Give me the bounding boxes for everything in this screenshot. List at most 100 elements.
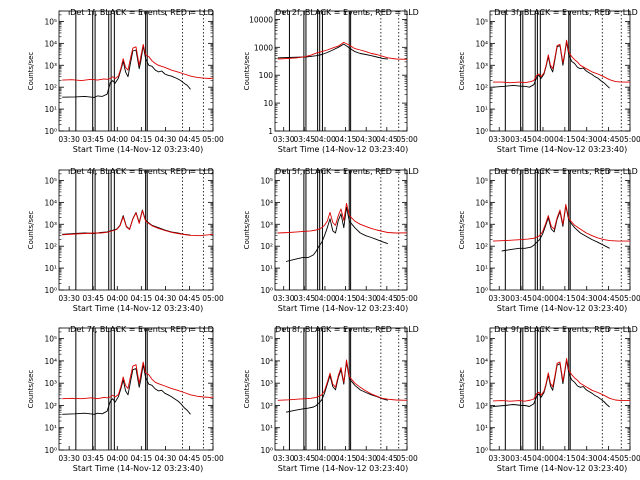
x-tick-label: 03:30 <box>58 454 80 463</box>
x-tick-label: 04:15 <box>335 135 357 144</box>
y-tick-label: 10⁵ <box>44 17 57 26</box>
y-tick-label: 10⁴ <box>44 39 57 48</box>
panel-det-6: 03:30 03:45 04:00 04:15 04:30 04:45 05:00 10⁰ 10… <box>458 167 640 313</box>
y-tick-label: 10⁵ <box>475 176 488 185</box>
plot-frame <box>58 327 214 451</box>
panel-title: Det 6f, BLACK = Events, RED = LLD <box>494 167 638 176</box>
x-tick-label: 05:00 <box>396 454 418 463</box>
x-tick-label: 04:30 <box>155 454 177 463</box>
x-tick-label: 04:15 <box>131 454 153 463</box>
y-axis-label: Counts/sec <box>27 370 35 409</box>
x-tick-label: 04:45 <box>598 294 620 303</box>
x-tick-label: 04:45 <box>376 454 398 463</box>
y-axis-label: Counts/sec <box>243 211 251 250</box>
x-tick-label: 04:00 <box>106 294 128 303</box>
y-tick-label: 10⁵ <box>475 17 488 26</box>
y-tick-label: 10⁵ <box>260 335 273 344</box>
series-lld <box>62 361 214 400</box>
x-tick-label: 05:00 <box>202 135 224 144</box>
x-tick-label: 04:30 <box>355 294 377 303</box>
y-tick-label: 10³ <box>44 220 57 229</box>
y-tick-label: 10² <box>260 401 273 410</box>
x-tick-label: 03:30 <box>488 454 510 463</box>
plot-frame <box>489 10 631 132</box>
plot-frame <box>489 169 631 291</box>
x-tick-label: 04:15 <box>335 454 357 463</box>
x-tick-label: 04:15 <box>335 294 357 303</box>
y-tick-label: 10¹ <box>475 424 488 433</box>
series-events <box>62 363 191 415</box>
y-tick-label: 10⁰ <box>44 127 57 136</box>
x-axis-label: Start Time (14-Nov-12 03:23:40) <box>278 145 408 154</box>
y-axis-label: Counts/sec <box>458 370 466 409</box>
series-lld <box>492 357 630 402</box>
x-tick-label: 05:00 <box>619 294 640 303</box>
x-tick-label: 04:00 <box>106 135 128 144</box>
x-tick-label: 03:30 <box>273 294 295 303</box>
panel-title: Det 8f, BLACK = Events, RED = LLD <box>275 325 419 334</box>
panel-title: Det 7f, BLACK = Events, RED = LLD <box>70 325 214 334</box>
y-tick-label: 10⁰ <box>475 127 488 136</box>
x-tick-label: 05:00 <box>619 135 640 144</box>
y-axis-label: Counts/sec <box>458 211 466 250</box>
x-tick-label: 05:00 <box>619 454 640 463</box>
y-tick-label: 10⁰ <box>260 446 273 455</box>
y-tick-label: 10⁵ <box>44 335 57 344</box>
panel-title: Det 1f, BLACK = Events, RED = LLD <box>70 8 214 17</box>
panel-det-9: 03:30 03:45 04:00 04:15 04:30 04:45 05:00 10⁰ 10… <box>458 325 640 473</box>
y-tick-label: 10¹ <box>475 105 488 114</box>
panel-det-1: 03:30 03:45 04:00 04:15 04:30 04:45 05:00 10⁰ 10… <box>27 8 224 154</box>
x-tick-label: 04:00 <box>314 454 336 463</box>
x-tick-label: 03:30 <box>58 294 80 303</box>
x-tick-label: 04:15 <box>554 454 576 463</box>
series-events <box>62 45 191 98</box>
x-axis-label: Start Time (14-Nov-12 03:23:40) <box>73 304 203 313</box>
plot-frame <box>489 327 631 451</box>
y-tick-label: 10³ <box>475 379 488 388</box>
x-tick-label: 05:00 <box>396 294 418 303</box>
series-lld <box>492 39 630 84</box>
series-lld <box>277 202 408 234</box>
y-tick-label: 10² <box>44 401 57 410</box>
series-lld <box>277 359 408 401</box>
x-tick-label: 03:45 <box>510 294 532 303</box>
x-tick-label: 03:45 <box>82 135 104 144</box>
y-tick-label: 10⁴ <box>475 357 488 366</box>
y-tick-label: 10⁵ <box>44 176 57 185</box>
x-axis-label: Start Time (14-Nov-12 03:23:40) <box>278 304 408 313</box>
y-tick-label: 1000 <box>254 43 273 52</box>
plot-frame <box>58 10 214 132</box>
y-tick-label: 10² <box>475 242 488 251</box>
y-tick-label: 10 <box>263 99 273 108</box>
x-tick-label: 04:00 <box>532 454 554 463</box>
y-tick-label: 10³ <box>44 61 57 70</box>
y-tick-label: 100 <box>259 71 274 80</box>
y-axis-label: Counts/sec <box>243 370 251 409</box>
x-tick-label: 04:45 <box>598 454 620 463</box>
x-tick-label: 03:30 <box>488 135 510 144</box>
series-events <box>492 41 610 89</box>
panel-title: Det 9f, BLACK = Events, RED = LLD <box>494 325 638 334</box>
panel-det-7: 03:30 03:45 04:00 04:15 04:30 04:45 05:00 10⁰ 10… <box>27 325 224 473</box>
plot-frame <box>274 169 408 291</box>
series-events <box>285 206 388 262</box>
x-tick-label: 04:15 <box>554 294 576 303</box>
x-tick-label: 04:00 <box>314 294 336 303</box>
x-tick-label: 03:30 <box>488 294 510 303</box>
x-tick-label: 03:45 <box>510 135 532 144</box>
y-tick-label: 10⁵ <box>260 176 273 185</box>
x-tick-label: 03:45 <box>82 454 104 463</box>
y-tick-label: 10⁴ <box>475 198 488 207</box>
y-tick-label: 10⁰ <box>475 286 488 295</box>
y-tick-label: 10¹ <box>44 424 57 433</box>
x-axis-label: Start Time (14-Nov-12 03:23:40) <box>497 304 627 313</box>
y-tick-label: 10³ <box>475 220 488 229</box>
panel-det-4: 03:30 03:45 04:00 04:15 04:30 04:45 05:00 10⁰ 10… <box>27 167 224 313</box>
y-axis-label: Counts/sec <box>458 52 466 91</box>
x-tick-label: 04:15 <box>131 294 153 303</box>
y-tick-label: 1 <box>268 127 273 136</box>
x-tick-label: 03:30 <box>58 135 80 144</box>
panel-title: Det 3f, BLACK = Events, RED = LLD <box>494 8 638 17</box>
y-tick-label: 10⁰ <box>44 446 57 455</box>
